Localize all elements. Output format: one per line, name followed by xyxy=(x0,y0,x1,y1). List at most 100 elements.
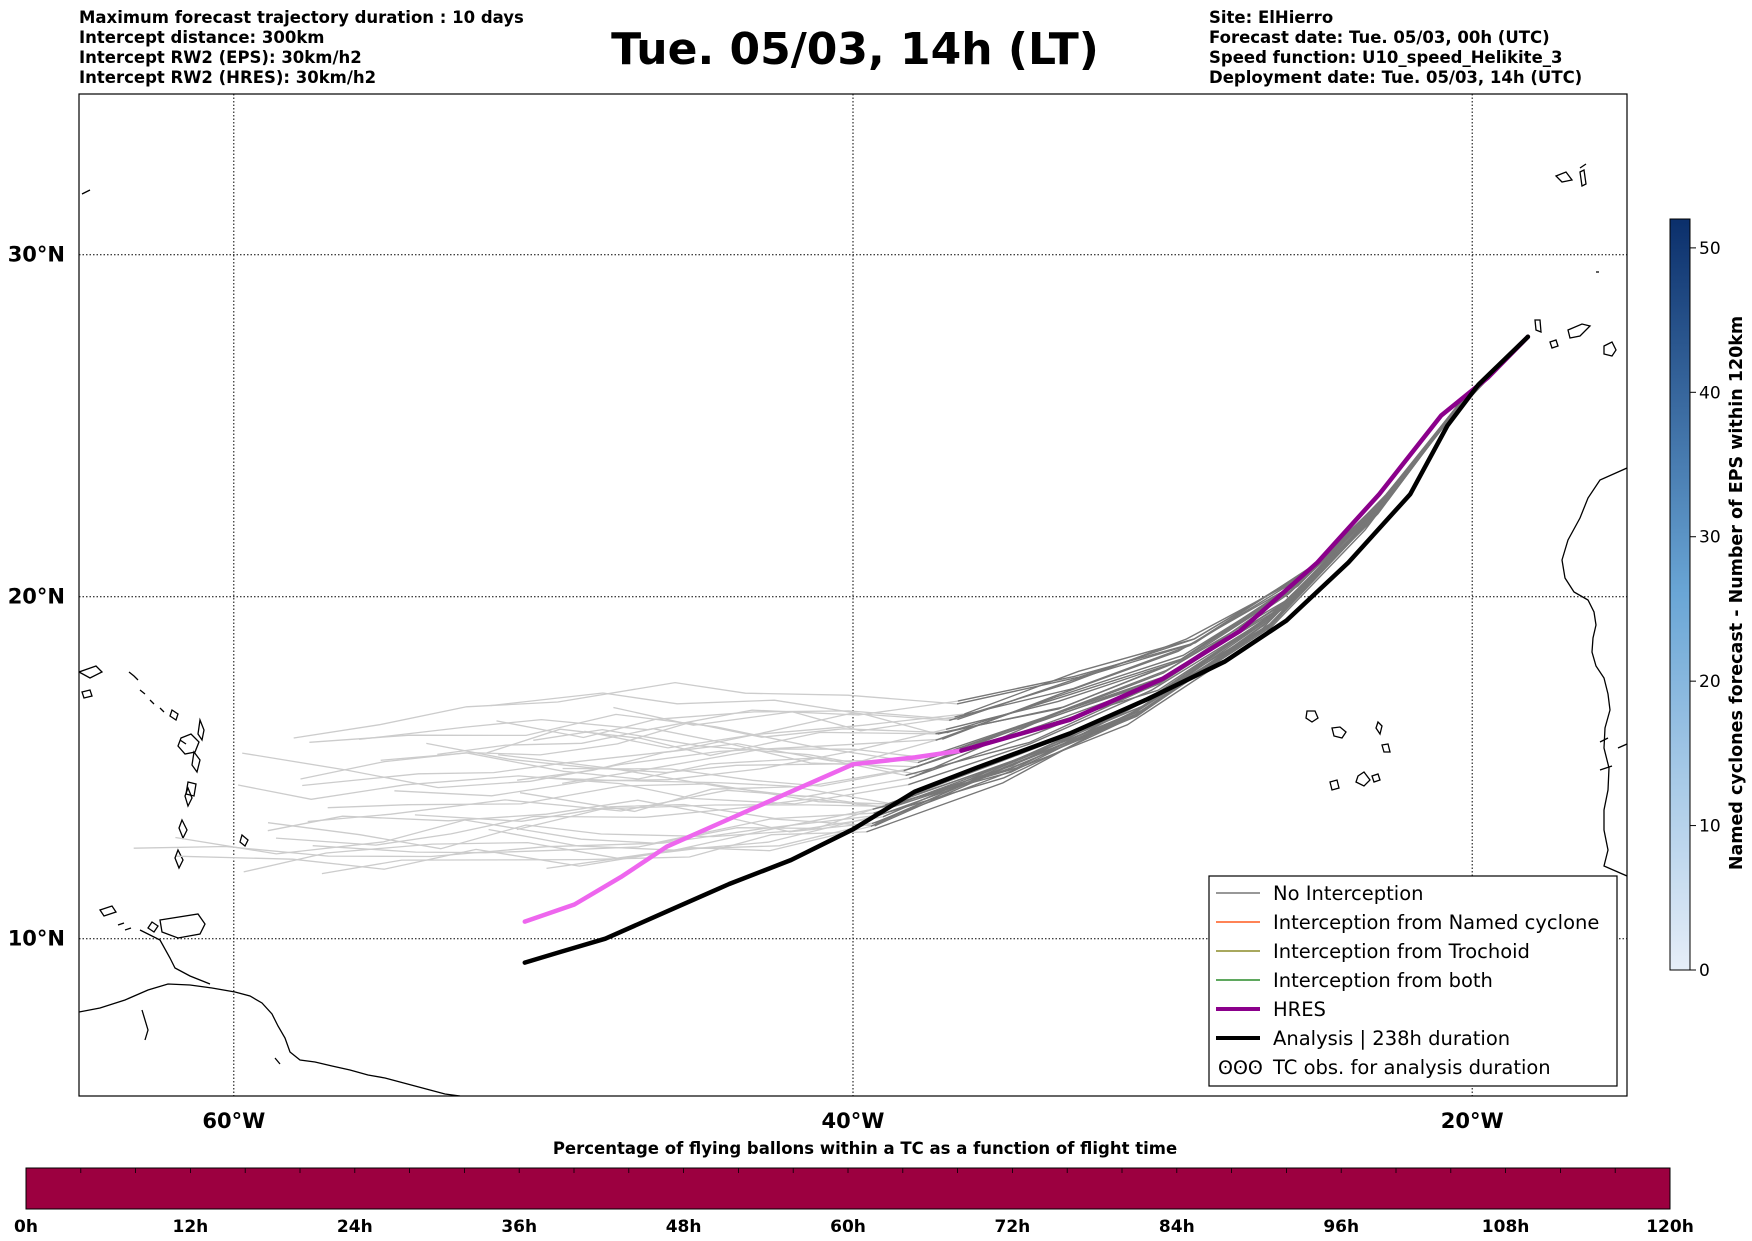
trinidad-island xyxy=(159,913,206,939)
cape-verde-island-7 xyxy=(1371,773,1381,783)
antigua-island xyxy=(169,708,179,722)
virgin-islands xyxy=(128,671,146,695)
cape-verde-island-2 xyxy=(1331,726,1347,739)
windward-island-2 xyxy=(191,750,201,774)
canary-island-3 xyxy=(1603,341,1617,357)
barbados-island xyxy=(239,833,249,848)
colorbar-flight-time-tick-label: 84h xyxy=(1159,1217,1195,1237)
eps-trajectory-tail xyxy=(538,777,890,805)
eps-trajectory-tail xyxy=(486,728,936,757)
legend-label: Analysis | 238h duration xyxy=(1273,1027,1510,1050)
colorbar-eps-tick-label: 0 xyxy=(1699,961,1710,981)
legend-item: Interception from Named cyclone xyxy=(1216,911,1599,934)
eps-trajectory-tail xyxy=(176,817,870,870)
colorbar-flight-time-tick-label: 24h xyxy=(337,1217,373,1237)
legend-label: HRES xyxy=(1273,998,1326,1021)
colorbar-flight-time-tick-label: 48h xyxy=(666,1217,702,1237)
colorbar-flight-time-tick-label: 108h xyxy=(1482,1217,1530,1237)
eps-trajectory-tail xyxy=(267,816,884,850)
tc-symbol-icon: ʘʘʘ xyxy=(1218,1057,1263,1079)
madeira-island xyxy=(1554,171,1574,183)
eps-trajectory-tail xyxy=(321,831,867,875)
lon-tick-label: 20°W xyxy=(1441,1109,1504,1133)
intercept-eps-text: Intercept RW2 (EPS): 30km/h2 xyxy=(79,48,362,67)
eps-trajectory-tail xyxy=(242,738,943,789)
africa-coast xyxy=(1561,467,1627,877)
eps-trajectory xyxy=(868,336,1529,819)
hres-trajectory-outside-window xyxy=(522,748,964,924)
eps-trajectory-tail xyxy=(312,804,886,854)
eps-trajectory xyxy=(879,336,1529,816)
eps-trajectory-tail xyxy=(394,728,947,797)
map-area[interactable] xyxy=(79,94,1627,1096)
lat-tick-label: 30°N xyxy=(8,243,65,267)
site-info: Site: ElHierro Forecast date: Tue. 05/03… xyxy=(1209,8,1582,88)
lat-tick-label: 20°N xyxy=(8,585,65,609)
page-title: Tue. 05/03, 14h (LT) xyxy=(611,24,1099,75)
leeward-island-2 xyxy=(185,781,197,797)
legend-box xyxy=(1208,875,1618,1087)
canary-island-4 xyxy=(1549,339,1559,349)
eps-trajectory-tail xyxy=(519,768,909,813)
colorbar-flight-time-tick-label: 36h xyxy=(501,1217,537,1237)
canary-island-1 xyxy=(1534,319,1542,333)
colorbar-flight-time-tick-label: 0h xyxy=(14,1217,38,1237)
colorbar-eps-tick-label: 40 xyxy=(1699,383,1721,403)
legend-label: TC obs. for analysis duration xyxy=(1272,1056,1551,1079)
colorbar-eps: 0 10 20 30 40 50 Named cyclones forecast - Nu… xyxy=(1669,218,1747,981)
forecast-parameters: Maximum forecast trajectory duration : 1… xyxy=(79,8,524,88)
eps-trajectories-after-window xyxy=(133,681,965,875)
cape-verde-island-1 xyxy=(1305,710,1319,723)
colorbar-eps-label: Named cyclones forecast - Number of EPS … xyxy=(1727,316,1747,870)
coastlines xyxy=(79,163,1627,1096)
lat-tick-label: 10°N xyxy=(8,927,65,951)
eps-trajectory-tail xyxy=(300,752,906,780)
legend-label: No Interception xyxy=(1273,882,1424,905)
latitude-labels: 10°N 20°N 30°N xyxy=(8,243,65,951)
intercept-distance-text: Intercept distance: 300km xyxy=(79,28,325,47)
cape-verde-island-4 xyxy=(1381,743,1391,753)
canary-island-2 xyxy=(1567,323,1592,339)
colorbar-flight-time-tick-label: 72h xyxy=(995,1217,1031,1237)
caribbean-island-small xyxy=(81,689,93,699)
max-duration-text: Maximum forecast trajectory duration : 1… xyxy=(79,8,524,27)
eps-trajectory-tail xyxy=(516,804,886,831)
colorbar-eps-tick-label: 20 xyxy=(1699,672,1721,692)
south-america-coast xyxy=(79,983,461,1096)
eps-trajectory-tail xyxy=(498,754,910,798)
colorbar-eps-tick-label: 30 xyxy=(1699,528,1721,548)
colorbar-flight-time-tick-label: 12h xyxy=(173,1217,209,1237)
tobago-island xyxy=(117,922,132,931)
guadeloupe-island xyxy=(179,739,187,745)
eps-trajectory-tail xyxy=(490,692,938,735)
curacao-island xyxy=(98,905,118,917)
analysis-trajectory xyxy=(522,334,1531,965)
eps-trajectory-tail xyxy=(562,767,904,787)
venezuela-coast xyxy=(139,929,211,985)
anguilla-island xyxy=(149,699,165,713)
eps-trajectory-tail xyxy=(293,681,958,739)
grenada-island xyxy=(147,921,159,933)
map-frame xyxy=(78,93,1628,1097)
lon-tick-label: 60°W xyxy=(202,1109,265,1133)
graticule xyxy=(79,94,1627,1096)
legend-label: Interception from Trochoid xyxy=(1273,940,1530,963)
legend-item: Interception from both xyxy=(1216,969,1493,992)
eps-trajectory-tail xyxy=(359,700,958,741)
colorbar-flight-time-tick-label: 120h xyxy=(1646,1217,1694,1237)
puerto-rico-island xyxy=(79,665,104,679)
site-text: Site: ElHierro xyxy=(1209,8,1334,27)
deployment-date-text: Deployment date: Tue. 05/03, 14h (UTC) xyxy=(1209,68,1583,87)
colorbar-eps-tick-label: 10 xyxy=(1699,817,1721,837)
small-caribbean-island xyxy=(141,1009,281,1065)
colorbar-flight-time: Percentage of flying ballons within a TC… xyxy=(14,1139,1694,1237)
legend-item: ʘʘʘ TC obs. for analysis duration xyxy=(1218,1056,1551,1079)
colorbar-flight-time-tick-label: 96h xyxy=(1323,1217,1359,1237)
eps-trajectory-tail xyxy=(237,775,909,805)
legend-label: Interception from Named cyclone xyxy=(1273,911,1599,934)
legend-item: Interception from Trochoid xyxy=(1216,940,1530,963)
speed-function-text: Speed function: U10_speed_Helikite_3 xyxy=(1209,48,1563,67)
gambia-coast xyxy=(1599,737,1627,771)
leeward-island-1 xyxy=(177,733,200,755)
eps-trajectory-tail xyxy=(327,783,891,809)
